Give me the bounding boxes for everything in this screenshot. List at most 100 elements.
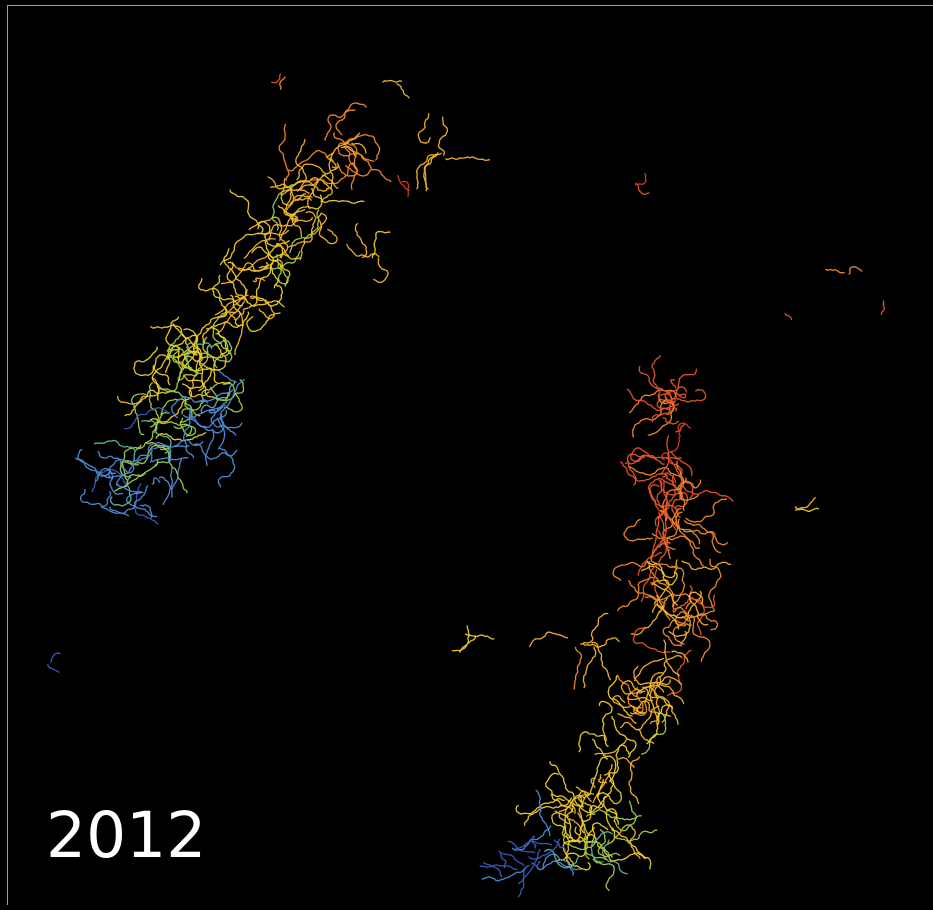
spine-right-upper bbox=[659, 435, 670, 476]
trail-left-mid bbox=[249, 295, 275, 320]
trail-tiny-top-2 bbox=[382, 79, 403, 83]
trail-right-mid-upper bbox=[685, 498, 728, 523]
trail-left-upper bbox=[290, 177, 319, 202]
spine-left-coast bbox=[158, 476, 173, 490]
trail-far-right bbox=[824, 268, 845, 274]
trail-right-upper bbox=[630, 447, 665, 465]
spine-left-coast bbox=[100, 506, 130, 517]
trail-right-dense bbox=[562, 839, 591, 871]
trail-left-blue bbox=[94, 467, 124, 495]
spine-right-lower bbox=[655, 603, 663, 614]
spine-right-upper bbox=[675, 424, 686, 433]
trail-right-lower bbox=[620, 679, 646, 695]
spine-left-upper bbox=[275, 242, 290, 257]
trail-right-mid bbox=[650, 541, 677, 569]
trail-right-blue bbox=[511, 825, 552, 851]
spine-left-upper bbox=[237, 254, 269, 272]
trail-right-mid bbox=[671, 565, 686, 611]
trail-right-top bbox=[647, 399, 675, 436]
trail-tiny-top-2 bbox=[396, 83, 410, 99]
trail-mid-small bbox=[371, 230, 391, 259]
trail-left-mid-upper bbox=[229, 189, 264, 234]
trail-right-dense bbox=[585, 809, 642, 821]
trail-left-dense bbox=[165, 316, 184, 370]
trail-left-mid-upper bbox=[271, 182, 297, 231]
trail-far-right-3 bbox=[784, 312, 793, 321]
trail-mid-lower bbox=[451, 635, 477, 652]
trail-red-top-right bbox=[634, 172, 647, 186]
spine-left-upper bbox=[351, 142, 367, 154]
trail-left-dense bbox=[124, 389, 178, 417]
trail-left-blue bbox=[108, 485, 149, 515]
trail-right-middle bbox=[632, 626, 671, 654]
trail-left-mid-upper bbox=[287, 210, 317, 248]
trail-left-mid bbox=[248, 262, 274, 309]
trail-right-mid-upper bbox=[683, 519, 721, 554]
spine-right-coast bbox=[517, 864, 530, 898]
spine-right-upper bbox=[672, 402, 679, 412]
trail-right-mid-upper bbox=[651, 532, 701, 550]
trail-right-upper bbox=[679, 482, 734, 502]
trail-left-lower-green bbox=[155, 431, 207, 442]
spine-right-upper bbox=[637, 552, 663, 576]
trail-right-dense bbox=[605, 808, 618, 846]
trail-left-mid bbox=[226, 261, 249, 304]
spine-left-coast bbox=[220, 413, 237, 436]
trail-right-branch bbox=[582, 612, 609, 644]
spine-right-upper bbox=[662, 417, 680, 425]
trail-red-small bbox=[396, 174, 411, 192]
trail-right-middle bbox=[662, 619, 692, 647]
trail-left-dense bbox=[150, 324, 198, 356]
trail-left-upper bbox=[296, 179, 333, 203]
spine-left-coast bbox=[153, 444, 190, 450]
spine-right-upper bbox=[652, 569, 667, 605]
trail-mid-lower bbox=[459, 625, 470, 653]
trail-left-top bbox=[333, 132, 373, 170]
spine-right-lower bbox=[590, 777, 597, 789]
spine-right-lower bbox=[671, 650, 689, 663]
spine-left-upper bbox=[340, 145, 357, 158]
trail-left-upper bbox=[269, 183, 296, 217]
trail-right-blue bbox=[481, 865, 528, 882]
spine-right-lower bbox=[558, 792, 595, 813]
trail-left-mid-upper bbox=[288, 209, 320, 254]
spine-left-upper bbox=[228, 311, 236, 321]
trail-right-dense bbox=[565, 833, 598, 865]
spine-left-upper bbox=[325, 132, 361, 159]
trail-right-blue bbox=[542, 853, 575, 876]
trail-left-blue bbox=[115, 446, 153, 487]
spine-right-lower bbox=[633, 706, 644, 714]
trail-left-upper bbox=[278, 123, 290, 181]
trail-right-lower bbox=[635, 675, 683, 698]
trail-tiny-top bbox=[279, 76, 286, 90]
trail-right-low bbox=[598, 700, 613, 742]
trail-left-mid bbox=[246, 312, 281, 333]
trail-right-upper bbox=[624, 454, 682, 465]
spine-left-upper bbox=[243, 238, 276, 260]
trail-left-blue bbox=[109, 474, 132, 507]
trail-left-coast bbox=[182, 407, 195, 459]
trail-left-coast bbox=[123, 406, 171, 430]
trail-left-blue bbox=[93, 439, 136, 462]
trail-right-green bbox=[602, 839, 628, 875]
trail-right-mid-upper bbox=[623, 518, 653, 542]
spine-left-upper bbox=[252, 277, 266, 283]
trail-left-green bbox=[200, 380, 236, 414]
trail-left-dense bbox=[153, 354, 171, 386]
spine-right-lower bbox=[627, 696, 654, 702]
trail-top-small bbox=[415, 154, 436, 190]
trail-left-dense bbox=[151, 349, 179, 401]
spine-right-lower bbox=[576, 812, 591, 837]
trail-left-lower-green bbox=[149, 421, 193, 438]
trail-right-lower bbox=[632, 665, 671, 686]
spine-right-lower bbox=[594, 738, 628, 756]
spine-right-upper bbox=[674, 392, 687, 399]
trail-right-low bbox=[588, 778, 615, 816]
spine-right-upper bbox=[670, 450, 693, 476]
trail-right-low bbox=[640, 712, 667, 755]
trail-right-dense bbox=[549, 761, 584, 808]
spine-right-lower bbox=[656, 594, 680, 630]
trail-left-top bbox=[335, 102, 367, 136]
trail-right-low bbox=[578, 731, 609, 753]
spine-left-upper bbox=[257, 229, 290, 236]
